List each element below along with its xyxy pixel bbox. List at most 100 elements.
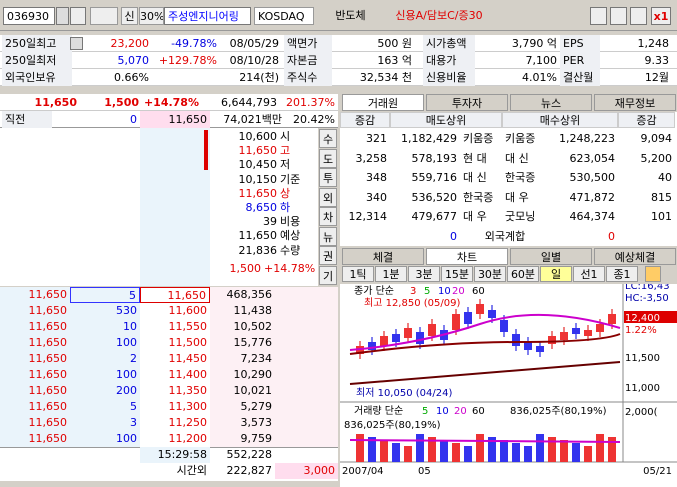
tab[interactable]: 거래원 bbox=[342, 94, 424, 111]
info-value: 23,200 bbox=[110, 37, 150, 50]
ratio: 20.42% bbox=[293, 113, 335, 126]
bid-price: 11,250 bbox=[140, 415, 210, 431]
broker-value: 479,677 bbox=[411, 210, 458, 223]
tab[interactable]: 차트 bbox=[426, 248, 508, 265]
credit: 신 bbox=[121, 7, 138, 25]
expected-change: 1,500 bbox=[229, 262, 262, 275]
after-label: 시간외 bbox=[176, 464, 207, 477]
axis-label: LC:16,43 bbox=[625, 284, 670, 292]
broker-value: 40 bbox=[658, 171, 672, 184]
tab[interactable]: 투자자 bbox=[426, 94, 508, 111]
sell-qty: 100 bbox=[116, 336, 137, 349]
info-label: 액면가 bbox=[284, 35, 332, 52]
bid-row-bg bbox=[0, 335, 140, 351]
info-label: 250일최저 bbox=[2, 52, 72, 69]
broker-value: 536,520 bbox=[411, 190, 458, 204]
summary-label: 기준 bbox=[280, 172, 301, 186]
summary-label: 비용 bbox=[280, 215, 301, 229]
dropdown[interactable] bbox=[56, 7, 69, 25]
period-button[interactable]: 3분 bbox=[408, 266, 440, 282]
high-label: 최고 12,850 (05/09) bbox=[364, 297, 460, 309]
zoom[interactable]: x1 bbox=[651, 7, 671, 25]
volume-bar bbox=[356, 434, 364, 462]
tool-icon[interactable] bbox=[630, 7, 647, 25]
side-button[interactable]: 외 bbox=[319, 187, 337, 207]
sell-price: 11,650 bbox=[28, 304, 68, 317]
side-button[interactable]: 투 bbox=[319, 168, 337, 187]
speaker[interactable] bbox=[90, 7, 118, 25]
ma-label: 5 bbox=[424, 286, 430, 297]
period-button[interactable]: 15분 bbox=[441, 266, 473, 282]
bid-row-bg bbox=[210, 367, 338, 383]
bid-row-bg bbox=[210, 431, 338, 447]
sell-qty: 530 bbox=[116, 304, 137, 317]
limit-bar bbox=[204, 130, 208, 170]
candle bbox=[416, 332, 424, 344]
prev-label: 직전 bbox=[2, 111, 52, 128]
tab[interactable]: 체결 bbox=[342, 248, 424, 265]
after-total: 222,827 bbox=[226, 464, 273, 477]
info-label: 결산월 bbox=[560, 69, 600, 86]
broker-value: 5,200 bbox=[640, 151, 673, 165]
volume-bar bbox=[488, 437, 496, 462]
ask-area bbox=[0, 128, 140, 286]
side-button[interactable]: 수 bbox=[319, 129, 337, 148]
candle bbox=[548, 336, 556, 344]
info-value: 9.33 bbox=[644, 54, 670, 67]
settings[interactable] bbox=[645, 266, 661, 282]
volume-legend: 거래량 단순 bbox=[354, 405, 403, 417]
side-button[interactable]: 차 bbox=[319, 207, 337, 226]
volume-ma-label: 5 bbox=[422, 406, 428, 417]
volume-bar bbox=[440, 440, 448, 462]
volume-bar bbox=[512, 443, 520, 462]
tab[interactable]: 예상체결 bbox=[594, 248, 676, 265]
bid-qty: 10,502 bbox=[233, 320, 273, 333]
tab[interactable]: 재무정보 bbox=[594, 94, 676, 111]
period-button[interactable]: 종1 bbox=[606, 266, 638, 282]
bid-qty: 10,290 bbox=[233, 368, 273, 381]
summary-value: 11,650 bbox=[238, 229, 278, 243]
volume-bar bbox=[572, 443, 580, 462]
info-value: 5,070 bbox=[117, 54, 150, 67]
bid-row-bg bbox=[0, 399, 140, 415]
sell-price: 11,650 bbox=[28, 400, 68, 413]
change: 1,500 bbox=[104, 96, 139, 109]
period-button[interactable]: 60분 bbox=[507, 266, 539, 282]
side-button[interactable]: 권 bbox=[319, 246, 337, 265]
tab[interactable]: 일별 bbox=[510, 248, 592, 265]
period-button[interactable]: 1분 bbox=[375, 266, 407, 282]
side-button[interactable]: 뉴 bbox=[319, 226, 337, 246]
dropdown[interactable] bbox=[70, 37, 83, 50]
sell-qty: 3 bbox=[130, 416, 137, 429]
candle bbox=[368, 342, 376, 350]
candle bbox=[512, 334, 520, 346]
summary-label: 수량 bbox=[280, 243, 301, 257]
amount: 74,021백만 bbox=[223, 113, 282, 126]
search[interactable] bbox=[70, 7, 86, 25]
candle bbox=[476, 304, 484, 314]
side-button[interactable]: 도 bbox=[319, 148, 337, 168]
period-button[interactable]: 선1 bbox=[573, 266, 605, 282]
sell-qty: 5 bbox=[130, 400, 137, 413]
period-button[interactable]: 1틱 bbox=[342, 266, 374, 282]
tool-icon[interactable] bbox=[610, 7, 627, 25]
bid-qty: 468,356 bbox=[226, 288, 273, 301]
info-value: 4.01% bbox=[522, 71, 557, 84]
tab[interactable]: 뉴스 bbox=[510, 94, 592, 111]
bid-row-bg bbox=[210, 335, 338, 351]
prev-qty: 0 bbox=[130, 113, 137, 126]
summary-value: 10,450 bbox=[238, 158, 278, 172]
period-button[interactable]: 30분 bbox=[474, 266, 506, 282]
code-input[interactable]: 036930 bbox=[3, 7, 55, 25]
sell-price: 11,650 bbox=[28, 288, 68, 301]
time: 15:29:58 bbox=[140, 447, 210, 463]
sell-qty: 200 bbox=[116, 384, 137, 397]
bid-row-bg bbox=[0, 415, 140, 431]
bid-row-bg bbox=[0, 383, 140, 399]
broker-name: 대 우 bbox=[505, 190, 529, 204]
tool-icon[interactable] bbox=[590, 7, 607, 25]
broker-name: 대 우 bbox=[463, 210, 487, 223]
candle bbox=[524, 342, 532, 350]
side-button[interactable]: 기 bbox=[319, 265, 337, 285]
period-button[interactable]: 일 bbox=[540, 266, 572, 282]
